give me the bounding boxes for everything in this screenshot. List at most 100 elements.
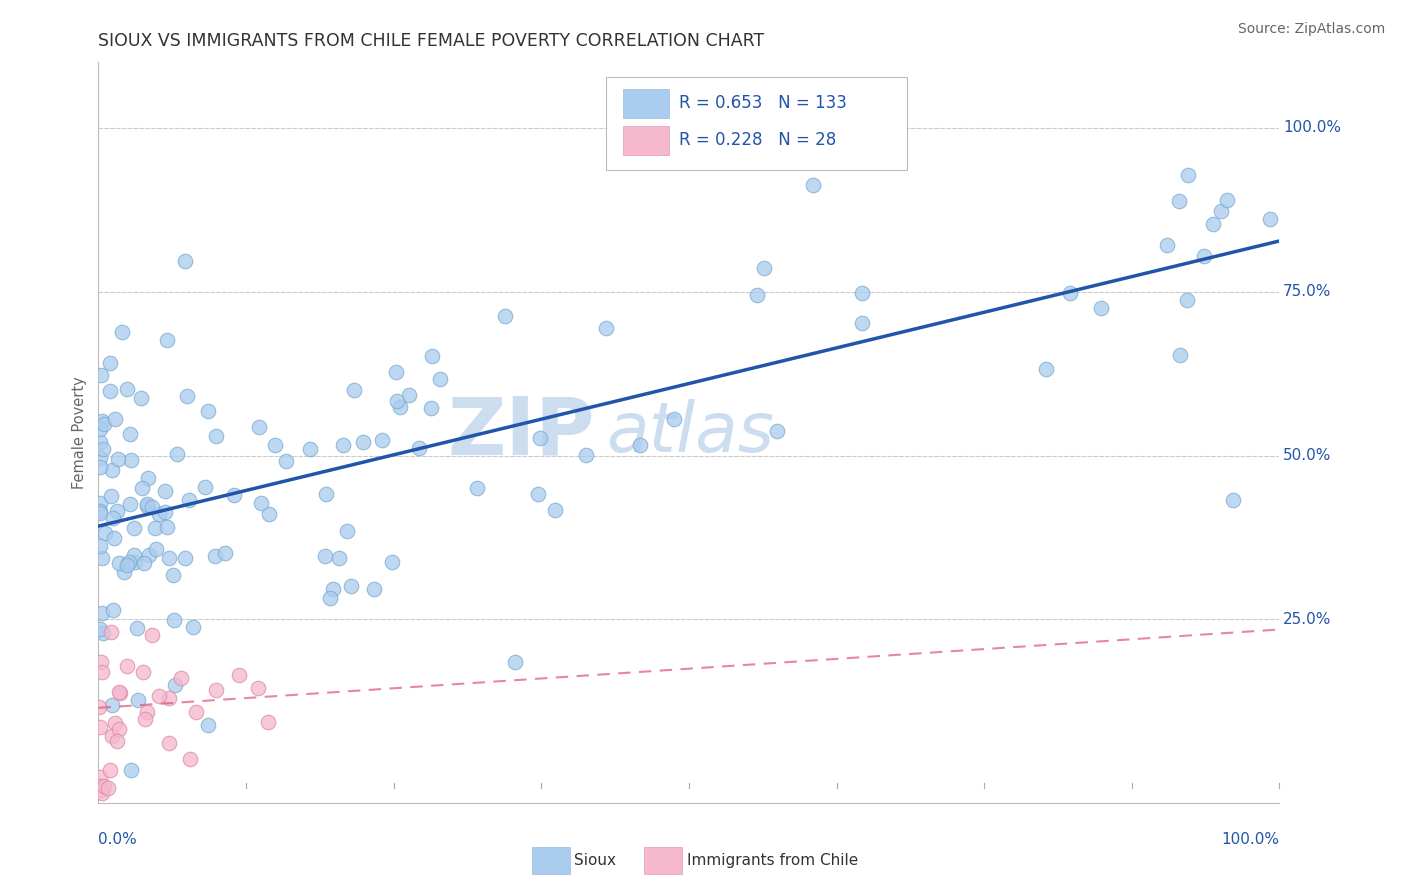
Point bbox=[94, 525, 117, 540]
Point bbox=[93, 417, 115, 431]
Point bbox=[257, 507, 280, 521]
Point bbox=[851, 317, 873, 331]
Point bbox=[107, 452, 129, 467]
Point bbox=[398, 388, 420, 402]
Point bbox=[120, 452, 142, 467]
Point bbox=[118, 555, 141, 569]
Point bbox=[108, 685, 131, 699]
Point bbox=[124, 521, 146, 535]
Point bbox=[247, 420, 270, 434]
Point bbox=[157, 550, 180, 565]
Point bbox=[319, 591, 342, 605]
Point bbox=[105, 504, 128, 518]
FancyBboxPatch shape bbox=[644, 847, 682, 874]
Point bbox=[752, 261, 775, 276]
Point bbox=[127, 621, 149, 635]
Point bbox=[628, 438, 651, 452]
Point bbox=[526, 487, 548, 501]
Point bbox=[314, 549, 336, 563]
Point bbox=[1059, 286, 1081, 301]
Point bbox=[495, 310, 517, 324]
Point bbox=[246, 681, 269, 695]
Point bbox=[91, 625, 114, 640]
Point bbox=[1222, 493, 1244, 508]
Point bbox=[104, 715, 127, 730]
Text: atlas: atlas bbox=[606, 399, 775, 467]
Point bbox=[110, 686, 132, 700]
Point bbox=[387, 394, 409, 409]
Point bbox=[745, 288, 768, 302]
Point bbox=[179, 493, 201, 508]
Point bbox=[153, 505, 176, 519]
Point bbox=[1175, 293, 1198, 307]
Point bbox=[89, 507, 111, 521]
Point bbox=[136, 497, 159, 511]
Point bbox=[141, 628, 163, 642]
Point bbox=[132, 665, 155, 679]
Point bbox=[276, 454, 298, 468]
Point bbox=[91, 442, 114, 456]
Point bbox=[122, 548, 145, 562]
FancyBboxPatch shape bbox=[623, 88, 669, 118]
FancyBboxPatch shape bbox=[623, 126, 669, 154]
Point bbox=[863, 140, 886, 154]
Point bbox=[1168, 348, 1191, 362]
Text: R = 0.653   N = 133: R = 0.653 N = 133 bbox=[679, 95, 848, 112]
Point bbox=[127, 693, 149, 707]
Point bbox=[89, 720, 111, 734]
Point bbox=[328, 551, 350, 566]
Point bbox=[544, 503, 567, 517]
Point bbox=[148, 507, 170, 521]
Point bbox=[174, 551, 197, 566]
Point bbox=[90, 782, 112, 797]
Point bbox=[107, 722, 129, 736]
Point bbox=[162, 568, 184, 582]
Point bbox=[1209, 203, 1232, 218]
Point bbox=[1168, 194, 1191, 209]
Point bbox=[299, 442, 322, 456]
Point bbox=[228, 668, 250, 682]
Point bbox=[101, 698, 124, 713]
Point bbox=[115, 658, 138, 673]
Point bbox=[100, 625, 122, 640]
Point bbox=[120, 763, 142, 777]
Point bbox=[103, 531, 125, 545]
Point bbox=[156, 333, 179, 347]
Point bbox=[1202, 217, 1225, 231]
Point bbox=[89, 623, 111, 637]
Point bbox=[90, 665, 112, 680]
Point bbox=[204, 549, 226, 563]
Point bbox=[176, 389, 198, 403]
Text: 75.0%: 75.0% bbox=[1284, 285, 1331, 299]
Point bbox=[89, 451, 111, 466]
Text: Source: ZipAtlas.com: Source: ZipAtlas.com bbox=[1237, 22, 1385, 37]
Point bbox=[429, 372, 451, 386]
Point bbox=[132, 557, 155, 571]
Text: Immigrants from Chile: Immigrants from Chile bbox=[686, 853, 858, 868]
Point bbox=[529, 431, 551, 445]
Point bbox=[166, 447, 188, 461]
Point bbox=[89, 496, 111, 510]
Point bbox=[136, 471, 159, 485]
Point bbox=[1258, 211, 1281, 226]
Point bbox=[173, 254, 195, 268]
Point bbox=[153, 484, 176, 499]
Point bbox=[340, 579, 363, 593]
Point bbox=[183, 620, 205, 634]
Point bbox=[1090, 301, 1112, 315]
Point bbox=[89, 422, 111, 436]
Point bbox=[159, 690, 181, 705]
Text: R = 0.228   N = 28: R = 0.228 N = 28 bbox=[679, 131, 837, 149]
Text: 50.0%: 50.0% bbox=[1284, 448, 1331, 463]
Point bbox=[145, 541, 167, 556]
Point bbox=[420, 349, 443, 363]
Point bbox=[118, 497, 141, 511]
Point bbox=[156, 520, 179, 534]
Text: 100.0%: 100.0% bbox=[1284, 120, 1341, 136]
Point bbox=[135, 499, 157, 513]
Point bbox=[381, 555, 404, 569]
Point bbox=[93, 780, 115, 794]
Text: 0.0%: 0.0% bbox=[98, 831, 138, 847]
Point bbox=[148, 689, 170, 703]
Point bbox=[89, 770, 111, 784]
